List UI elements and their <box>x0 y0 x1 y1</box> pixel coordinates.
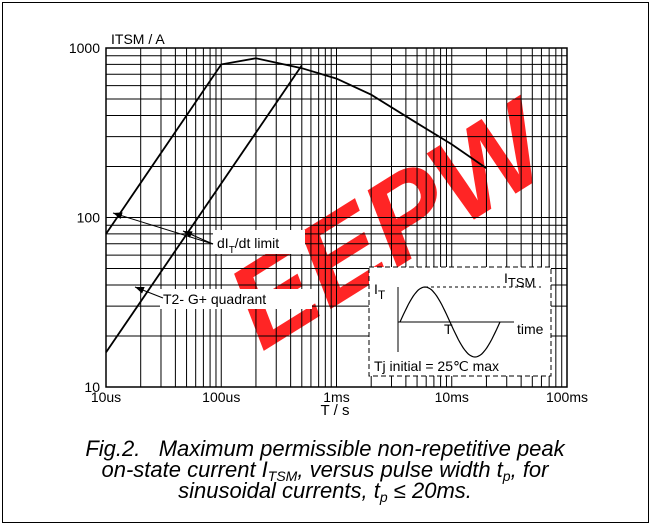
series-line-2 <box>105 64 303 353</box>
chart-series <box>105 57 487 353</box>
caption-line-2: on-state current ITSM, versus pulse widt… <box>101 457 549 484</box>
inset-peak-label: ITSM <box>504 270 535 290</box>
chart-grid <box>105 47 568 388</box>
caption-line-1: Fig.2. Maximum permissible non-repetitiv… <box>10 436 640 461</box>
caption-text-1: Maximum permissible non-repetitive peak <box>158 436 565 461</box>
x-tick-label: 100us <box>202 389 240 405</box>
inset-sine-wave <box>399 286 501 358</box>
series-line-1 <box>105 57 487 235</box>
inset-time-label: time <box>517 321 544 337</box>
x-tick-label: 10us <box>91 389 121 405</box>
chart-ticks: 10us 100us 1ms 10ms 100ms 10 100 1000 <box>69 40 588 405</box>
chart-annotations: dIT/dt limit T2- G+ quadrant <box>112 212 499 333</box>
annotation-1-arrow-a-head <box>113 212 123 220</box>
annotation-2-bg <box>160 289 312 309</box>
waveform-inset: IT ITSM T time Tj initial = 25℃ max <box>368 266 552 377</box>
inset-width-label: T <box>444 321 453 337</box>
y-tick-label: 100 <box>77 210 101 226</box>
annotation-2-arrow-head <box>135 287 145 294</box>
x-axis-label: T / s <box>321 402 350 419</box>
x-tick-label: 1ms <box>323 389 349 405</box>
annotation-t2-quadrant: T2- G+ quadrant <box>163 291 266 307</box>
inset-footnote: Tj initial = 25℃ max <box>374 358 499 374</box>
inset-y-label: IT <box>374 281 386 302</box>
y-tick-label: 10 <box>84 379 100 395</box>
annotation-1-bg <box>213 230 305 254</box>
annotation-dit-limit: dIT/dt limit <box>217 235 279 256</box>
y-tick-label: 1000 <box>69 40 100 56</box>
x-tick-label: 10ms <box>435 389 469 405</box>
annotation-1-arrow-b-head <box>183 231 193 238</box>
x-tick-label: 100ms <box>546 389 588 405</box>
caption-fig-number: Fig.2. <box>85 436 141 461</box>
y-axis-label: ITSM / A <box>111 31 165 47</box>
figure-frame <box>2 2 649 523</box>
caption-line-3: sinusoidal currents, tp ≤ 20ms. <box>178 478 472 505</box>
figure-caption: Fig.2. Maximum permissible non-repetitiv… <box>10 436 640 505</box>
annotation-1-arrow-a <box>112 212 214 245</box>
